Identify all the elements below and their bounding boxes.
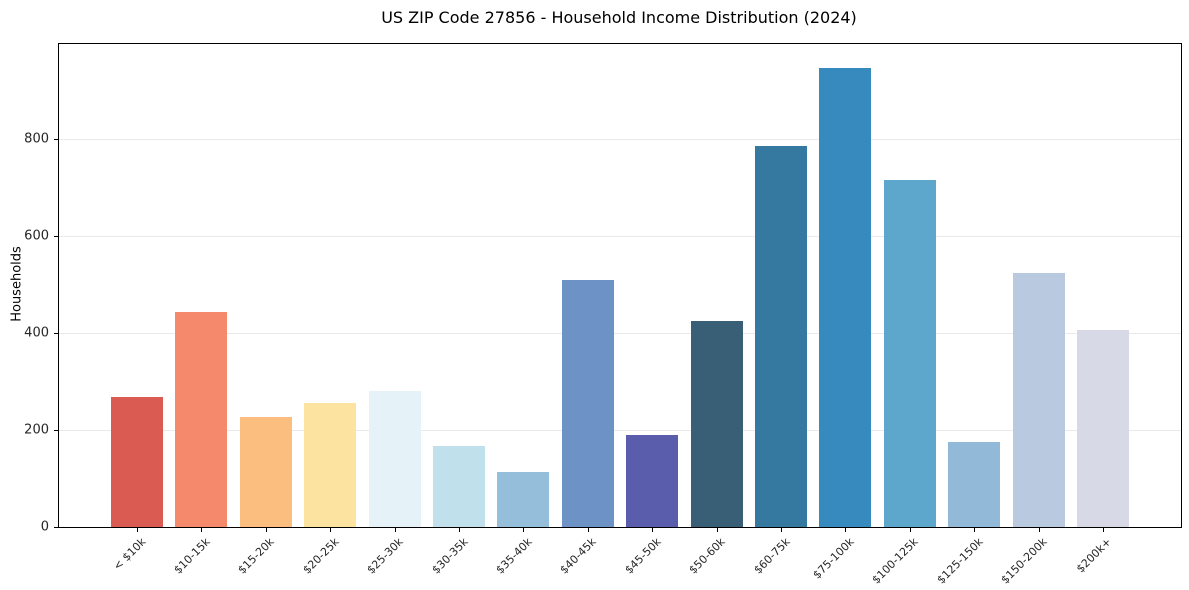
y-tick-mark [54, 429, 58, 431]
y-tick-mark [54, 138, 58, 140]
bar-2530k [368, 390, 421, 527]
x-tick-mark [781, 528, 782, 532]
x-tick-mark [330, 528, 332, 532]
bar-3035k [433, 446, 485, 527]
x-tick-mark [394, 528, 396, 532]
bar-1015k [175, 311, 228, 527]
x-tick-label: $75-100k [810, 535, 857, 582]
bar-100125k [883, 180, 936, 527]
x-tick-mark [523, 528, 525, 532]
y-tick-label: 0 [40, 519, 49, 535]
x-tick-mark [1103, 528, 1104, 532]
x-tick-mark [845, 528, 847, 532]
x-tick-mark [201, 528, 203, 532]
x-tick-label: $50-60k [686, 535, 728, 577]
bar-150200k [1012, 272, 1065, 527]
y-tick-label: 200 [24, 422, 49, 438]
bar-4550k [626, 435, 679, 527]
x-tick-label: $150-200k [998, 535, 1050, 587]
y-axis-title: Households [9, 246, 25, 322]
x-tick-label: $60-75k [751, 535, 793, 577]
bar-3540k [497, 472, 550, 527]
x-tick-mark [652, 528, 654, 532]
x-tick-mark [137, 528, 138, 532]
plot-area: 0 200 400 600 800 < $10k $10-15k $15-20k $20-25… [24, 43, 1182, 586]
chart-title: US ZIP Code 27856 - Household Income Dis… [381, 8, 857, 27]
x-tick-mark [716, 528, 718, 532]
gridline-800 [59, 138, 1181, 140]
gridline-400 [59, 332, 1181, 334]
x-tick-label: $10-15k [171, 535, 213, 577]
bar-2025k [304, 402, 357, 527]
y-tick-mark [54, 332, 58, 334]
x-tick-label: $40-45k [557, 535, 600, 577]
x-tick-mark [265, 528, 267, 532]
x-tick-label: $20-25k [300, 535, 342, 577]
bar-6075k [755, 145, 807, 527]
x-tick-label: $200k+ [1074, 535, 1115, 576]
x-tick-label: $25-30k [364, 535, 406, 577]
y-tick-label: 400 [24, 325, 49, 341]
bar-10k [111, 396, 163, 527]
bar-1520k [239, 417, 292, 527]
bar-4045k [561, 279, 614, 527]
bar-125150k [948, 441, 1001, 527]
x-tick-mark [587, 528, 589, 532]
x-tick-mark [459, 528, 460, 532]
bar-75100k [819, 68, 872, 527]
x-tick-mark [974, 528, 976, 532]
x-tick-label: $125-150k [934, 535, 986, 587]
x-tick-label: $35-40k [493, 535, 535, 577]
x-tick-label: $100-125k [869, 535, 922, 587]
y-tick-mark [54, 527, 58, 528]
x-tick-mark [1038, 528, 1040, 532]
bar-5060k [690, 320, 743, 527]
x-tick-label: $15-20k [235, 535, 278, 577]
y-tick-label: 800 [24, 131, 49, 147]
x-tick-label: $30-35k [429, 535, 471, 577]
y-tick-label: 600 [24, 228, 49, 244]
x-tick-label: < $10k [110, 535, 149, 573]
gridline-600 [59, 235, 1181, 237]
x-tick-label: $45-50k [622, 535, 664, 577]
bar-200k+ [1077, 330, 1129, 527]
y-tick-mark [54, 235, 58, 237]
x-tick-mark [909, 528, 911, 532]
gridline-200 [59, 429, 1181, 431]
